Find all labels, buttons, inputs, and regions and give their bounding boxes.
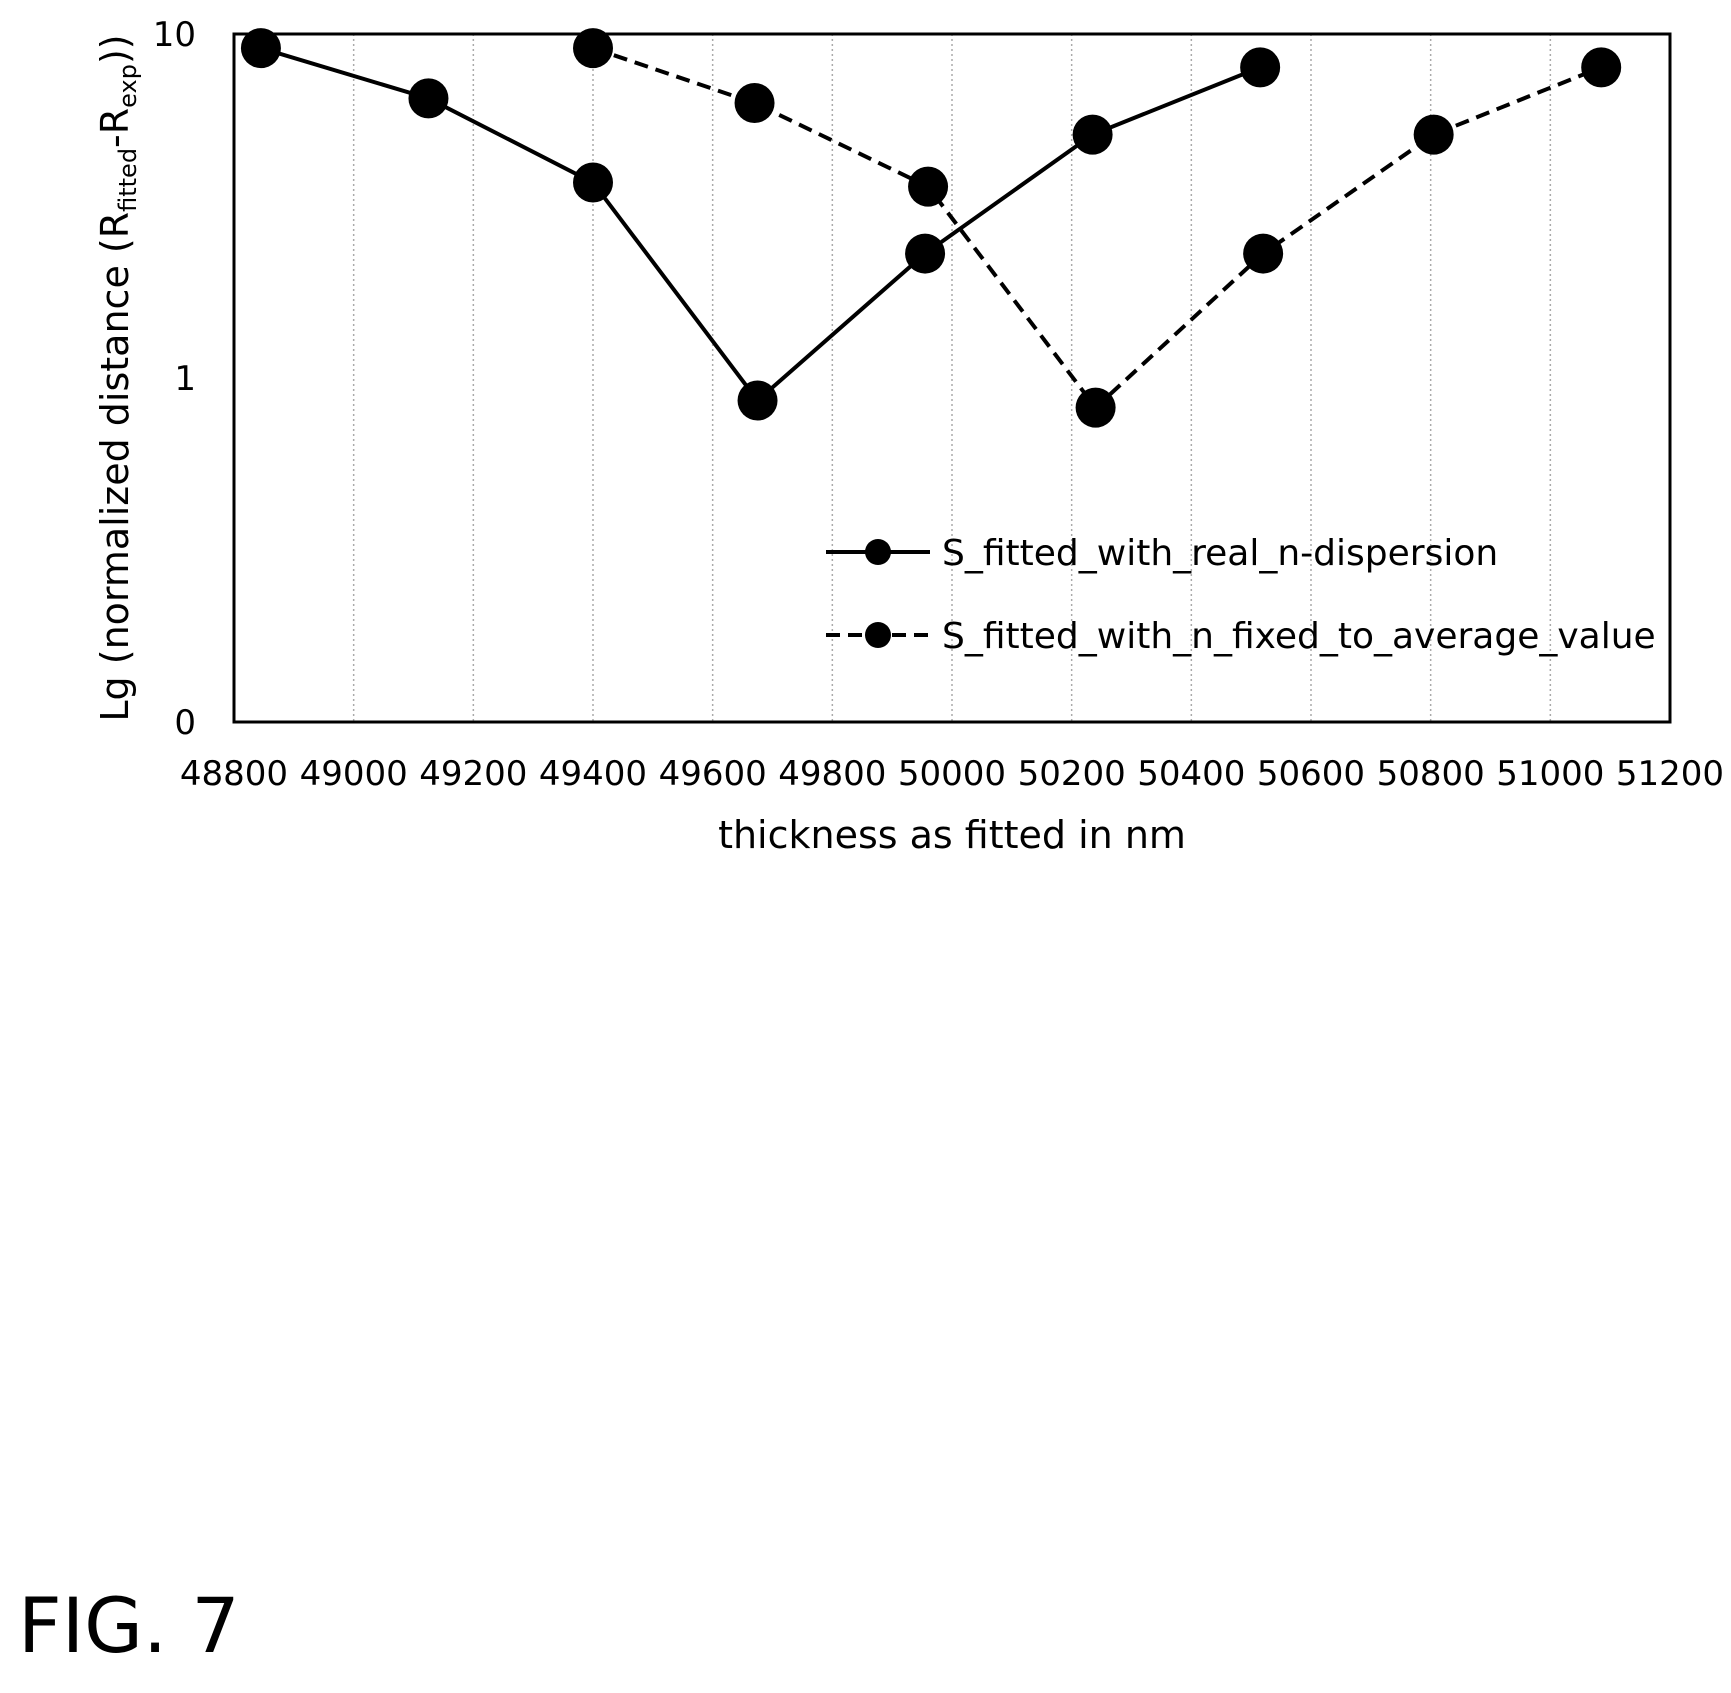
y-tick-label-1: 1 <box>174 359 196 399</box>
y-tick-label-10: 10 <box>153 15 196 55</box>
y-tick-label-0: 0 <box>174 703 196 743</box>
series-1-point-1 <box>240 28 281 69</box>
legend-label-fixed-n: S_fitted_with_n_fixed_to_average_value <box>942 616 1656 657</box>
legend-item-fixed-n: S_fitted_with_n_fixed_to_average_value <box>826 616 1656 657</box>
x-tick-label-51200: 51200 <box>1616 754 1724 794</box>
x-tick-label-49600: 49600 <box>659 754 767 794</box>
series-layer <box>240 28 1622 428</box>
series-1-point-7 <box>1240 47 1281 88</box>
legend-item-real-n: S_fitted_with_real_n-dispersion <box>826 533 1498 574</box>
y-tick-labels: 0 1 10 <box>153 15 196 743</box>
x-tick-label-50600: 50600 <box>1257 754 1365 794</box>
x-tick-label-50200: 50200 <box>1018 754 1126 794</box>
series-2-point-4 <box>1075 387 1116 428</box>
series-1-point-4 <box>737 380 778 421</box>
legend-marker-dashed <box>865 622 891 648</box>
y-axis-label-end: )) <box>93 34 137 64</box>
x-tick-label-48800: 48800 <box>180 754 288 794</box>
x-tick-label-50400: 50400 <box>1137 754 1245 794</box>
series-2-point-3 <box>908 166 949 207</box>
series-1-point-2 <box>408 78 449 119</box>
x-tick-label-49200: 49200 <box>419 754 527 794</box>
legend: S_fitted_with_real_n-dispersion S_fitted… <box>826 533 1656 657</box>
series-1-point-3 <box>573 162 613 203</box>
x-tick-labels: 48800 49000 49200 49400 49600 49800 50000 50200… <box>180 754 1724 794</box>
legend-label-real-n: S_fitted_with_real_n-dispersion <box>942 533 1498 574</box>
series-2-point-1 <box>573 28 613 69</box>
legend-marker-solid <box>865 539 891 565</box>
y-axis-label-mid: -R <box>93 108 137 148</box>
y-axis-label-main: Lg (normalized distance (R <box>93 212 137 722</box>
x-tick-label-49400: 49400 <box>539 754 647 794</box>
x-tick-label-49000: 49000 <box>300 754 408 794</box>
y-axis-label: Lg (normalized distance (Rfitted-Rexp)) <box>93 34 142 721</box>
x-axis-label: thickness as fitted in nm <box>718 813 1186 857</box>
plot-area-border <box>232 32 1672 724</box>
series-2-point-7 <box>1581 47 1622 88</box>
series-2-point-2 <box>734 83 775 124</box>
x-tick-label-50800: 50800 <box>1377 754 1485 794</box>
series-1-point-6 <box>1072 114 1113 155</box>
x-tick-label-50000: 50000 <box>898 754 1006 794</box>
y-axis-label-sub-exp: exp <box>114 64 142 108</box>
y-axis-label-sub-fitted: fitted <box>114 148 142 212</box>
x-tick-label-49800: 49800 <box>778 754 886 794</box>
series-1-point-5 <box>905 233 946 274</box>
series-2-point-5 <box>1243 233 1284 274</box>
figure-label: FIG. 7 <box>18 1581 240 1670</box>
series-2-point-6 <box>1413 114 1454 155</box>
x-tick-label-51000: 51000 <box>1496 754 1604 794</box>
